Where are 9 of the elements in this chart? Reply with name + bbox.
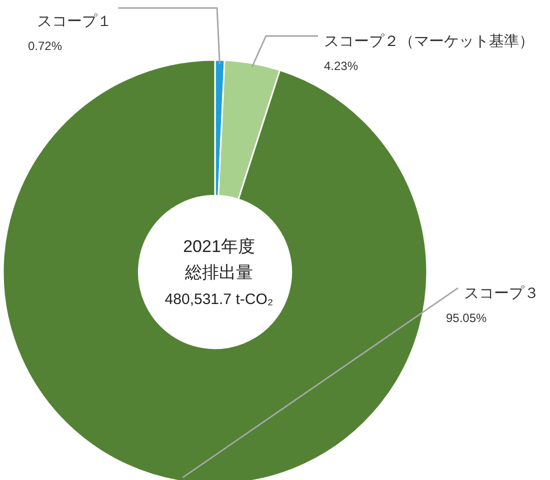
slice-label: スコープ２（マーケット基準） <box>324 33 534 50</box>
text: 480,531.7 t-CO₂ <box>164 291 274 308</box>
data-label: 0.72% <box>28 39 62 53</box>
text: 総排出量 <box>184 263 253 282</box>
slice-label: スコープ３ <box>464 285 539 302</box>
data-label: 95.05% <box>446 311 488 325</box>
data-label: 4.23% <box>324 59 358 73</box>
text: 2021年度 <box>183 237 255 256</box>
slice-label: スコープ１ <box>37 13 112 30</box>
